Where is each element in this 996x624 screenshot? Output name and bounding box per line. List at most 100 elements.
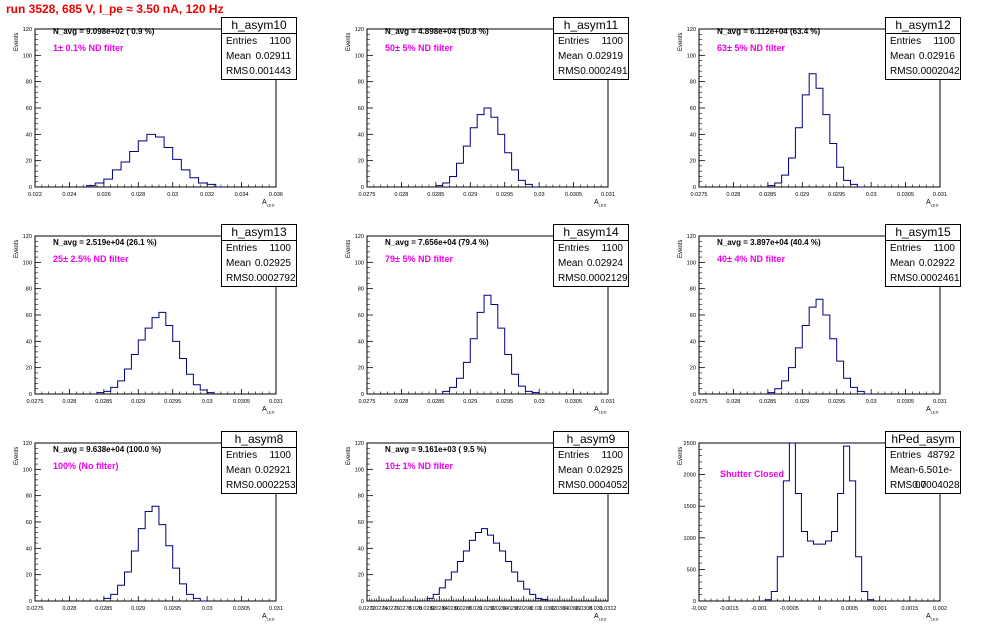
x-tick-label: 0.03 [202, 399, 213, 405]
histogram-name: hPed_asym [886, 432, 960, 448]
filter-label: 25± 2.5% ND filter [53, 254, 129, 264]
histogram-name: h_asym12 [886, 18, 960, 34]
stats-label: RMS [558, 66, 581, 77]
x-tick-label: -0.0015 [720, 606, 739, 612]
x-axis-title: ALED [926, 199, 938, 207]
stats-row-entries: Entries 1100 [554, 34, 628, 49]
histogram-panel-h_asym14: 0.0275 0.028 0.0285 0.029 0.0295 0.03 0.0305 0.… [332, 210, 664, 417]
histogram-outline [96, 311, 215, 394]
y-axis-title: Events [14, 239, 20, 258]
histogram-outline [767, 298, 872, 395]
n-avg-label: N_avg = 9.161e+03 ( 9.5 %) [385, 445, 487, 454]
x-axis-title-main: A [262, 613, 267, 620]
x-tick-label: 0.029 [131, 606, 145, 612]
y-tick-label: 0 [693, 599, 696, 605]
stats-value: 48792 [927, 450, 955, 461]
stats-row-rms: RMS 0.0002129 [554, 271, 628, 286]
x-tick-label: 0.028 [62, 399, 76, 405]
x-tick-label: 0.031 [589, 606, 603, 612]
stats-value: 0.001443 [249, 66, 291, 77]
histogram-name: h_asym15 [886, 225, 960, 241]
stats-value: 0.02921 [254, 465, 291, 476]
stats-value: 1100 [933, 243, 955, 254]
stats-row-rms: RMS 0.0002792 [222, 271, 296, 286]
stats-label: Entries [558, 243, 590, 254]
stats-label: Entries [558, 450, 590, 461]
stats-label: RMS [558, 273, 581, 284]
stats-box: h_asym10 Entries 1100 Mean 0.02911 RMS 0.00144… [221, 17, 297, 80]
x-tick-label: 0.0275 [358, 399, 375, 405]
n-avg-label: N_avg = 3.897e+04 (40.4 %) [717, 238, 821, 247]
y-axis-title: Events [678, 32, 684, 51]
stats-label: Mean [226, 51, 252, 62]
x-tick-label: -0.001 [751, 606, 767, 612]
histogram-plot: 0.0275 0.028 0.0285 0.029 0.0295 0.03 0.0305 0.… [355, 27, 615, 198]
y-tick-label: 0 [693, 392, 696, 398]
stats-label: Entries [890, 450, 922, 461]
stats-label: RMS [890, 480, 913, 491]
x-tick-label: 0.0278 [395, 606, 412, 612]
x-tick-label: 0.028 [62, 606, 76, 612]
stats-label: Mean [226, 465, 252, 476]
histogram-panel-h_asym13: 0.0275 0.028 0.0285 0.029 0.0295 0.03 0.0305 0.… [0, 210, 332, 417]
histogram-name: h_asym8 [222, 432, 296, 448]
x-tick-label: -0.0005 [780, 606, 799, 612]
x-axis-title: ALED [926, 406, 938, 414]
histogram-outline [435, 107, 540, 188]
y-tick-label: 80 [26, 287, 32, 293]
stats-label: RMS [226, 66, 249, 77]
y-tick-label: 100 [23, 467, 32, 473]
x-axis-title-main: A [926, 199, 931, 206]
x-tick-label: 0.029 [468, 606, 482, 612]
y-tick-label: 100 [23, 53, 32, 59]
stats-label: Entries [226, 243, 258, 254]
y-tick-label: 60 [690, 313, 696, 319]
y-tick-label: 20 [26, 366, 32, 372]
y-tick-label: 1000 [684, 536, 696, 542]
stats-row-mean: Mean 0.02925 [222, 256, 296, 271]
y-tick-label: 40 [358, 546, 364, 552]
x-axis-title-sub: LED [266, 409, 275, 415]
x-tick-label: 0.0295 [828, 399, 845, 405]
y-tick-label: 100 [355, 53, 364, 59]
y-tick-label: 60 [26, 106, 32, 112]
stats-value: 0.02925 [254, 258, 291, 269]
y-tick-label: 2000 [684, 473, 696, 479]
x-axis-title-main: A [594, 199, 599, 206]
x-axis-title-main: A [262, 406, 267, 413]
x-axis-title: ALED [594, 406, 606, 414]
stats-row-rms: RMS 0.0002253 [222, 478, 296, 493]
stats-value: 0.02919 [586, 51, 623, 62]
n-avg-label: N_avg = 4.898e+04 (50.8 %) [385, 27, 489, 36]
x-tick-label: 0.03 [534, 192, 545, 198]
x-axis-title-sub: LED [930, 202, 939, 208]
stats-row-rms: RMS 0.0002491 [554, 64, 628, 79]
stats-value: 1100 [269, 450, 291, 461]
y-tick-label: 120 [355, 441, 364, 447]
histogram-name: h_asym10 [222, 18, 296, 34]
x-tick-label: 0.0285 [759, 192, 776, 198]
stats-row-entries: Entries 1100 [222, 241, 296, 256]
y-tick-label: 60 [358, 313, 364, 319]
stats-label: Entries [890, 243, 922, 254]
stats-row-mean: Mean 0.02925 [554, 463, 628, 478]
n-avg-label: N_avg = 7.656e+04 (79.4 %) [385, 238, 489, 247]
x-tick-label: 0.0288 [455, 606, 472, 612]
stats-box: h_asym13 Entries 1100 Mean 0.02925 RMS 0.00027… [221, 224, 297, 287]
x-tick-label: 0.036 [269, 192, 283, 198]
stats-row-entries: Entries 1100 [886, 34, 960, 49]
y-tick-label: 120 [687, 27, 696, 33]
y-tick-label: 20 [26, 159, 32, 165]
x-tick-label: -0.002 [691, 606, 707, 612]
y-axis-title: Events [346, 32, 352, 51]
x-tick-label: 0.028 [726, 399, 740, 405]
x-tick-label: 0.032 [200, 192, 214, 198]
x-tick-label: 0.029 [131, 399, 145, 405]
x-tick-label: 0.0274 [370, 606, 387, 612]
histogram-plot: 0.0275 0.028 0.0285 0.029 0.0295 0.03 0.0305 0.… [23, 234, 283, 405]
x-tick-label: 0.0292 [479, 606, 496, 612]
x-tick-label: 0.03 [866, 192, 877, 198]
stats-row-entries: Entries 48792 [886, 448, 960, 463]
y-tick-label: 40 [690, 132, 696, 138]
